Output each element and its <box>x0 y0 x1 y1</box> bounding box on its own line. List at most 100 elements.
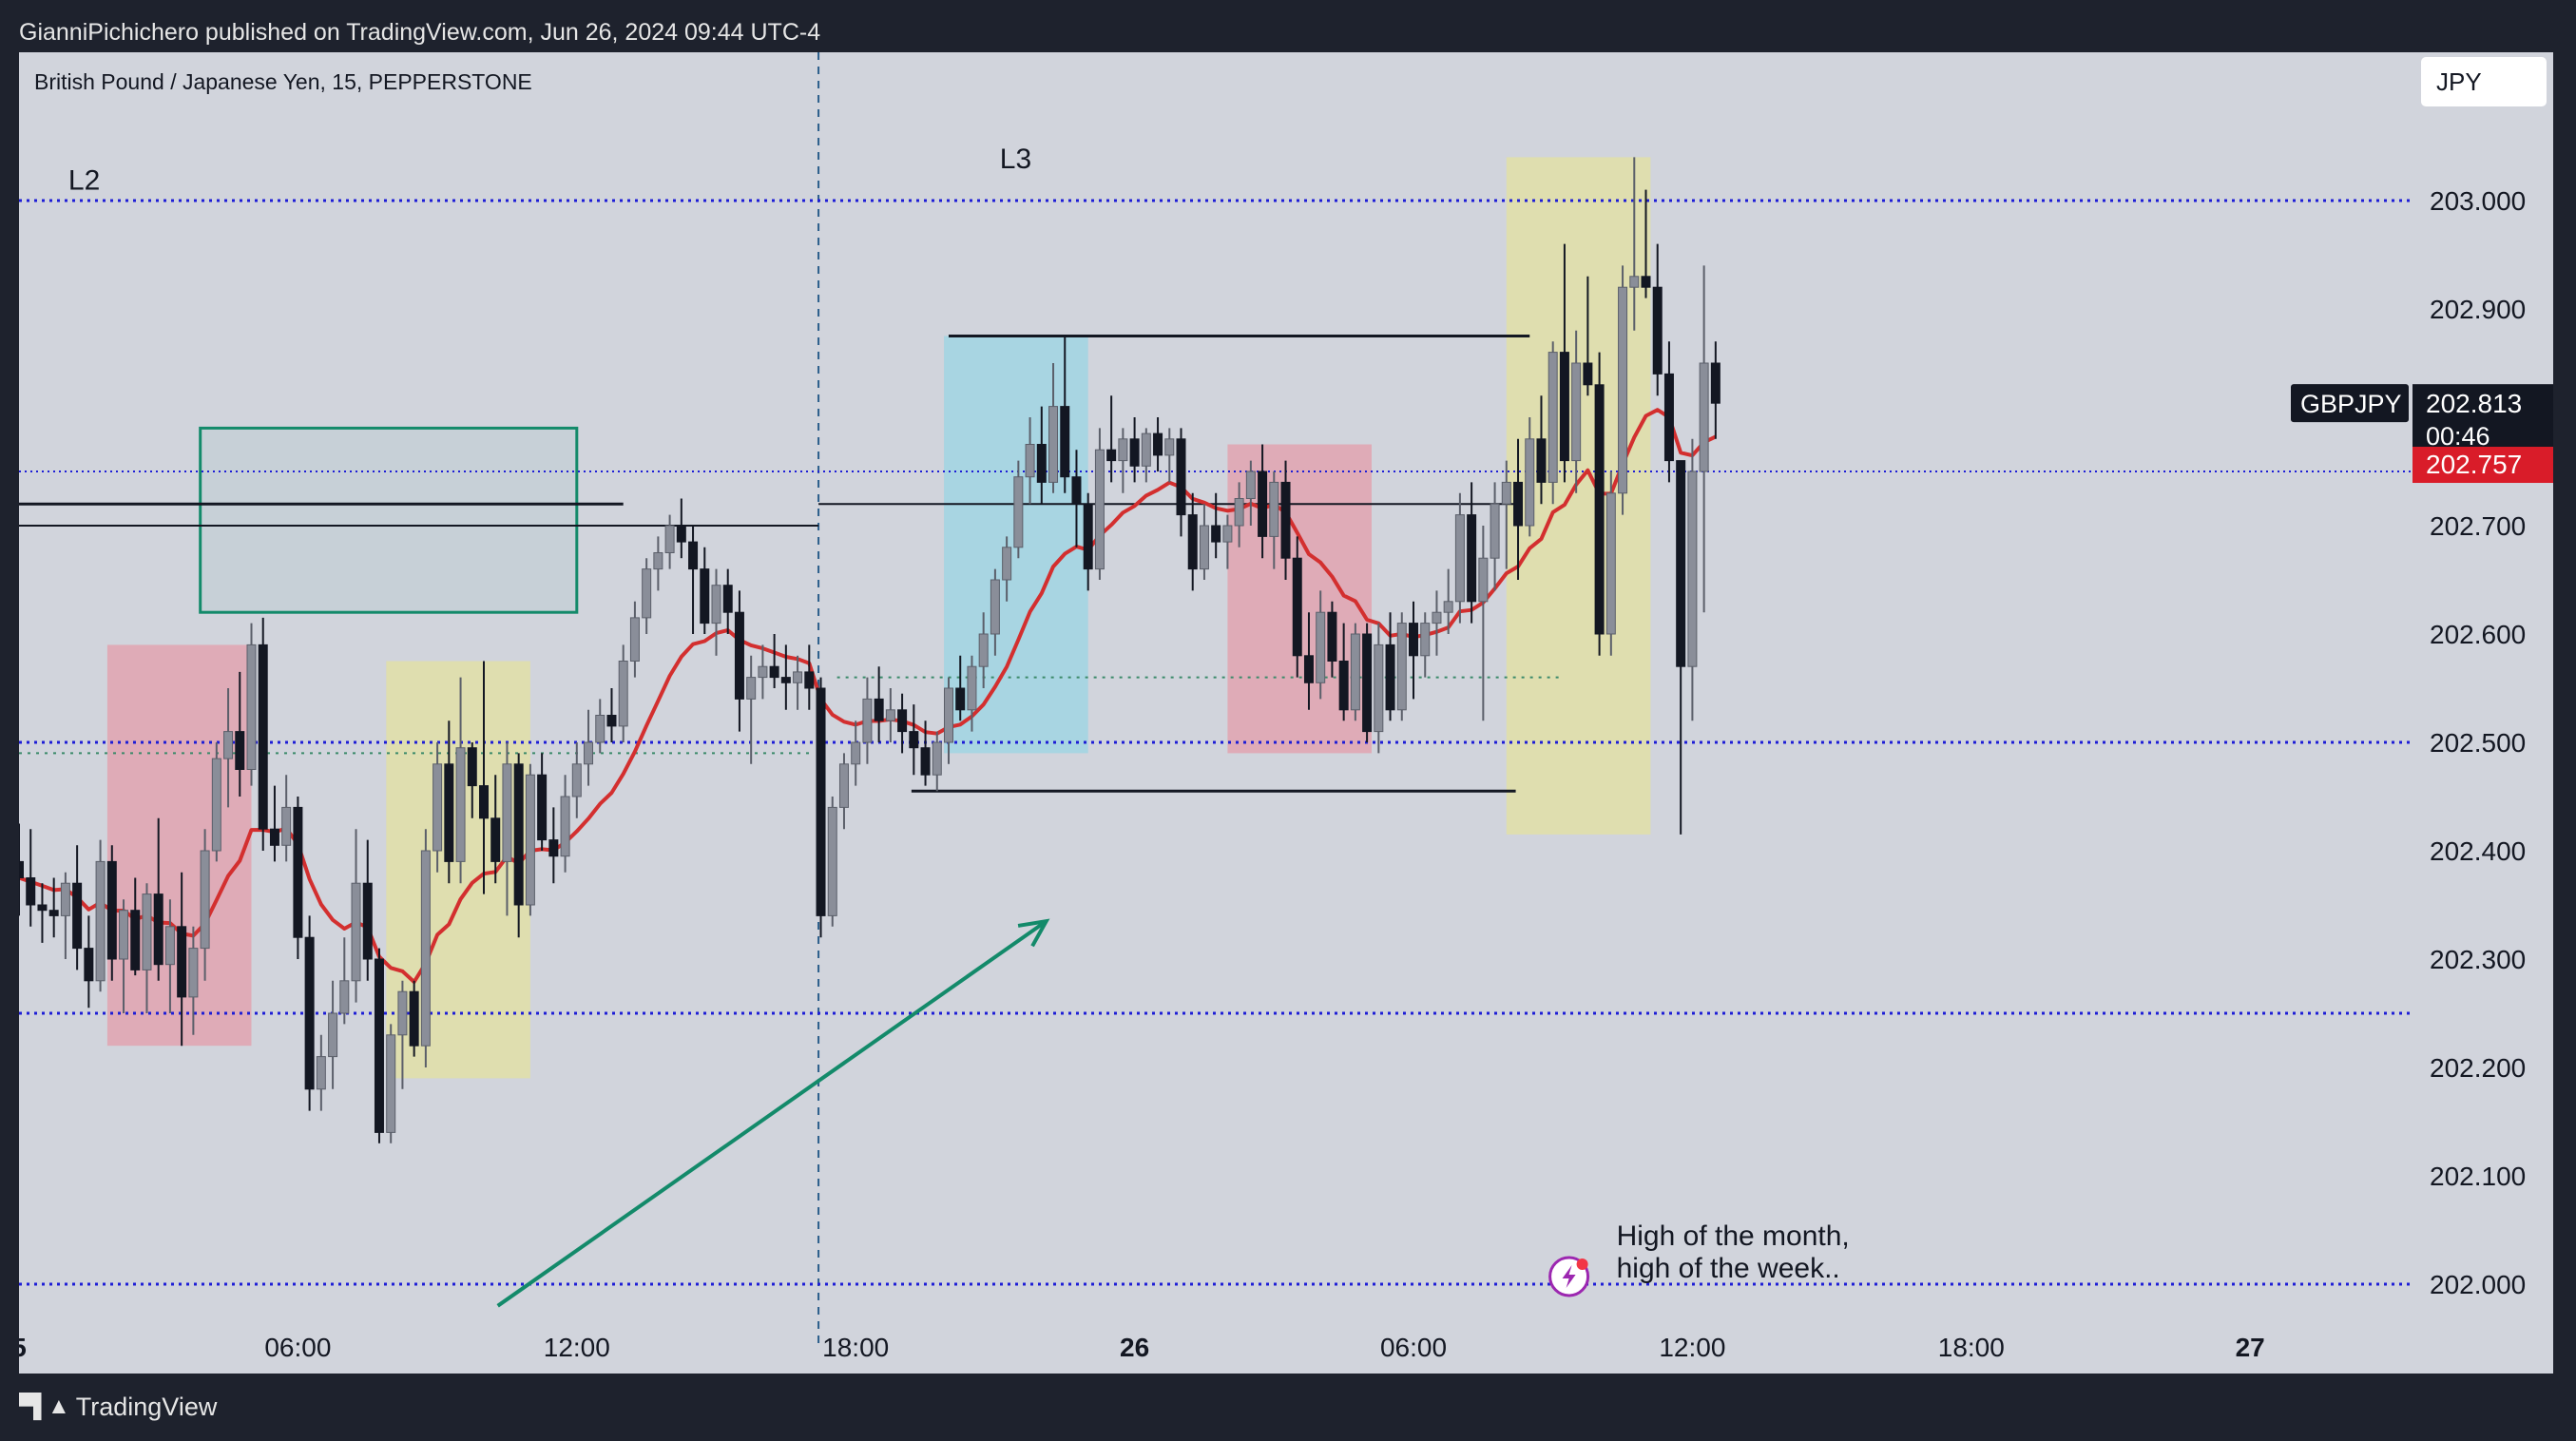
candle <box>223 688 234 808</box>
candle <box>874 666 884 742</box>
candle <box>722 568 733 634</box>
candle-body <box>920 747 931 776</box>
candle-body <box>211 758 221 852</box>
candle <box>838 753 849 830</box>
candle-body <box>1571 362 1582 462</box>
candle <box>909 704 919 776</box>
candle <box>409 980 419 1057</box>
candle-body <box>386 1034 396 1133</box>
candle <box>537 753 548 851</box>
footer-brand[interactable]: ▀▌▲ TradingView <box>19 1390 217 1424</box>
time-axis: 5 06:00 12:00 18:00 26 06:00 12:00 18:00 27 <box>19 1333 2265 1362</box>
candle-body <box>455 747 466 862</box>
candle <box>1025 417 1035 505</box>
candle <box>1501 460 1511 569</box>
candle <box>1710 341 1721 439</box>
candle-body <box>1699 362 1709 472</box>
candle-body <box>688 541 699 570</box>
candle-body <box>106 860 117 960</box>
candle-body <box>1234 498 1244 527</box>
candle <box>1060 336 1070 493</box>
candle-body <box>816 687 826 916</box>
candle-body <box>235 731 245 770</box>
candle <box>386 1024 396 1143</box>
brand-text: TradingView <box>75 1392 218 1421</box>
candle <box>595 699 606 754</box>
time-tick-label: 18:00 <box>822 1333 889 1362</box>
candle <box>1013 460 1024 559</box>
candlestick-chart[interactable]: L2 L3 High of the month, high of the wee… <box>19 52 2553 1374</box>
price-tick-label: 203.000 <box>2430 186 2526 216</box>
candle <box>397 980 408 1089</box>
candle-body <box>351 882 361 982</box>
candle <box>793 655 803 710</box>
candle-body <box>1048 406 1059 483</box>
candle-body <box>1211 525 1221 543</box>
candle <box>1153 417 1163 471</box>
candle <box>1036 406 1047 505</box>
candle <box>502 742 512 916</box>
arrow-layer <box>496 918 1050 1308</box>
candle <box>455 677 466 884</box>
lightning-icon[interactable] <box>1548 1256 1590 1297</box>
candle <box>1106 395 1117 483</box>
candle <box>1199 504 1209 580</box>
candle-body <box>164 926 175 966</box>
candle <box>200 829 210 981</box>
candle-body <box>734 611 744 700</box>
candle-body <box>1338 661 1349 711</box>
candle-body <box>409 990 419 1047</box>
candle-body <box>1618 286 1628 494</box>
candle-body <box>1303 655 1314 683</box>
price-axis: 203.000202.900202.800202.700202.600202.5… <box>2430 186 2526 1299</box>
candle-body <box>1676 460 1686 667</box>
candle <box>420 829 431 1067</box>
candle-body <box>1548 352 1558 483</box>
candle-body <box>130 910 141 970</box>
candle-body <box>1467 514 1477 603</box>
candle <box>571 742 582 818</box>
candle <box>1280 460 1291 580</box>
candle <box>688 526 699 634</box>
candle <box>1118 428 1128 493</box>
candle <box>153 817 163 981</box>
candle <box>606 688 617 742</box>
candle-body <box>374 958 384 1133</box>
candle-body <box>1176 438 1186 516</box>
price-tick-label: 202.700 <box>2430 511 2526 541</box>
candle <box>1129 417 1140 483</box>
price-tick-label: 202.600 <box>2430 620 2526 649</box>
candle-body <box>246 644 257 771</box>
symbol-title[interactable]: British Pound / Japanese Yen, 15, PEPPER… <box>34 69 532 94</box>
currency-selector[interactable]: JPY <box>2421 57 2547 106</box>
candle-body <box>1258 471 1268 537</box>
candle <box>978 612 989 688</box>
candle-body <box>838 763 849 808</box>
candle <box>758 644 768 700</box>
trend-arrow-line <box>496 919 1048 1308</box>
candle <box>1641 189 1651 298</box>
lightning-icon-bolt <box>1562 1264 1576 1288</box>
candle-body <box>1420 623 1431 657</box>
tradingview-logo-icon: ▀▌▲ <box>19 1393 70 1419</box>
candle-body <box>188 948 199 998</box>
candle-body <box>897 709 908 733</box>
candle <box>1002 536 1012 602</box>
candle <box>1385 612 1395 721</box>
candle-body <box>1641 276 1651 288</box>
candle <box>1187 492 1198 591</box>
candle-body <box>1013 476 1024 548</box>
price-tick-label: 202.200 <box>2430 1053 2526 1083</box>
candle-body <box>1316 611 1326 683</box>
candle-body <box>1280 481 1291 559</box>
candle <box>304 915 315 1111</box>
candle <box>188 926 199 1035</box>
candle-body <box>1362 633 1373 733</box>
chart-area[interactable]: L2 L3 High of the month, high of the wee… <box>19 52 2553 1374</box>
candle <box>1652 243 1663 396</box>
time-tick-label: 27 <box>2236 1333 2265 1362</box>
candle <box>1176 428 1186 537</box>
candle <box>513 753 524 938</box>
candle-body <box>490 817 501 862</box>
candle-body <box>1153 432 1163 456</box>
